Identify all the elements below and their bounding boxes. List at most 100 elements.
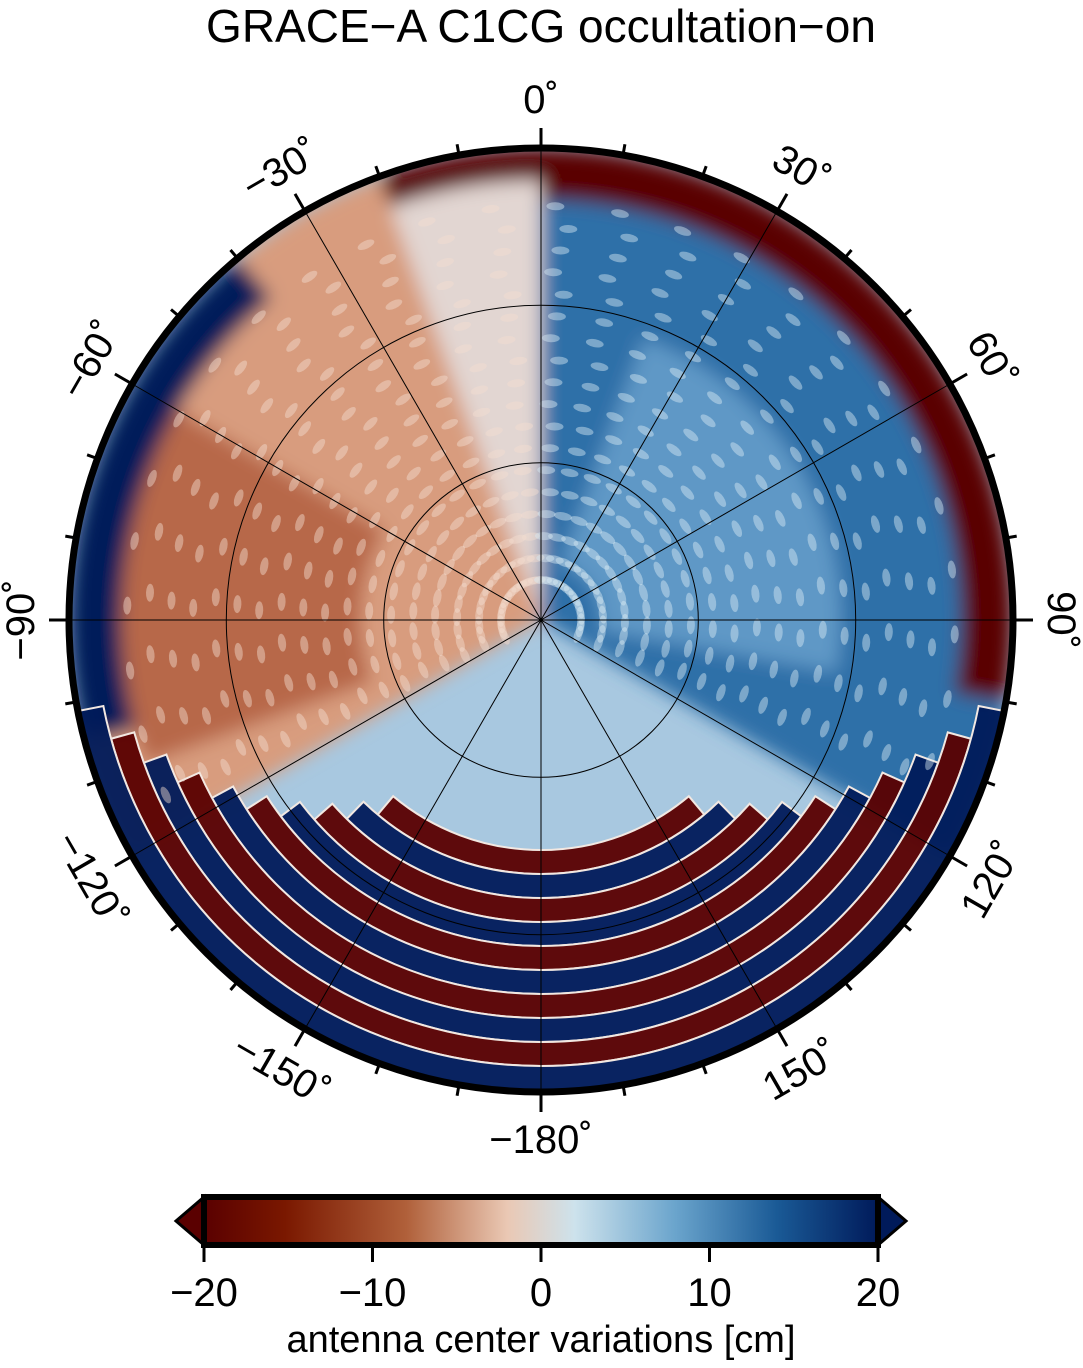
field-ripple [231,443,243,460]
field-ripple [753,514,764,532]
field-ripple [459,647,471,664]
field-ripple [509,356,528,366]
field-ripple [489,517,507,529]
azimuth-tick [86,453,99,461]
field-ripple [551,246,570,255]
field-ripple [546,577,564,588]
field-ripple [497,621,507,640]
field-ripple [453,299,471,309]
field-ripple [653,561,665,579]
azimuth-gridline [131,383,542,621]
field-ripple [563,586,578,601]
field-ripple [436,258,454,268]
field-ripple [594,454,612,465]
field-ripple [191,653,200,672]
field-ripple [666,443,682,457]
field-ripple [375,380,392,393]
field-ripple [485,427,503,437]
field-ripple [449,489,465,502]
field-ripple [834,674,843,693]
field-ripple [300,635,309,654]
field-ripple [301,270,318,283]
field-ripple [412,642,422,660]
field-ripple [382,276,399,288]
field-ripple [255,601,264,620]
field-ripple [878,380,891,397]
azimuth-tick [901,922,912,932]
field-ripple [768,454,781,471]
azimuth-tick [65,700,77,706]
field-ripple [277,592,286,611]
field-ripple [760,409,774,424]
azimuth-tick [455,144,461,156]
field-ripple [298,421,312,437]
field-ripple [541,334,560,343]
field-ripple [870,515,881,533]
field-ripple [661,639,670,658]
field-ripple [564,561,582,573]
field-ripple [123,596,132,615]
field-ripple [146,645,155,664]
field-ripple [233,489,244,507]
field-ripple [625,495,641,509]
field-ripple [575,619,585,638]
field-ripple [409,622,418,641]
field-ripple [325,281,342,294]
field-ripple [680,569,690,588]
field-ripple [456,436,474,447]
field-ripple [505,401,524,410]
field-ripple [369,511,381,529]
field-ripple [418,217,436,227]
field-ripple [546,555,564,564]
field-ripple [916,516,926,534]
field-ripple [861,582,870,601]
field-ripple [208,357,222,373]
field-ripple [521,532,540,541]
field-ripple [620,600,629,619]
azimuth-tick [775,193,789,212]
field-ripple [777,708,787,726]
field-ripple [789,446,803,463]
field-ripple [403,414,420,427]
azimuth-tick [455,1084,461,1096]
field-ripple [199,409,211,427]
field-ripple [385,299,403,310]
azimuth-label: 30˚ [765,136,837,203]
field-ripple [609,253,627,263]
field-ripple [363,417,378,431]
field-ripple [501,491,519,501]
field-ripple [234,360,248,376]
field-ripple [197,762,209,779]
field-ripple [462,457,480,469]
field-ripple [431,503,446,518]
field-ripple [839,579,848,598]
azimuth-label: −90˚ [0,579,43,660]
field-ripple [211,588,220,607]
field-ripple [125,661,135,680]
field-ripple [785,313,801,327]
colorbar-tick-label: 10 [687,1271,732,1315]
azimuth-tick [374,1062,382,1075]
field-ripple [500,313,519,322]
azimuth-tick [843,249,853,260]
field-ripple [899,758,910,776]
field-ripple [379,253,397,265]
azimuth-tick [949,854,968,868]
field-ripple [534,576,553,585]
azimuth-tick [1005,534,1017,540]
azimuth-label: −60˚ [51,314,130,406]
field-ripple [927,576,936,595]
field-ripple [837,330,851,345]
field-ripple [818,620,827,639]
field-ripple [623,554,636,571]
colorbar-low-extension [173,1193,206,1249]
azimuth-gridline [304,619,542,1030]
field-ripple [635,649,645,667]
field-ripple [550,356,569,365]
field-ripple [685,592,695,611]
field-ripple [700,414,716,428]
field-ripple [242,689,252,708]
field-ripple [472,407,491,417]
field-ripple [707,391,723,405]
